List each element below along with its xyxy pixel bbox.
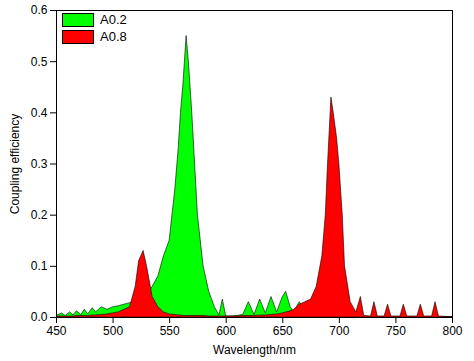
svg-text:600: 600 bbox=[216, 324, 236, 338]
svg-text:450: 450 bbox=[46, 324, 66, 338]
svg-text:500: 500 bbox=[103, 324, 123, 338]
svg-text:0.2: 0.2 bbox=[31, 208, 48, 222]
svg-text:0.6: 0.6 bbox=[31, 3, 48, 17]
svg-text:0.0: 0.0 bbox=[31, 310, 48, 324]
svg-text:Coupling efficiency: Coupling efficiency bbox=[8, 114, 22, 215]
svg-text:0.1: 0.1 bbox=[31, 259, 48, 273]
svg-text:800: 800 bbox=[442, 324, 462, 338]
svg-text:750: 750 bbox=[386, 324, 406, 338]
svg-text:0.3: 0.3 bbox=[31, 157, 48, 171]
svg-text:Wavelength/nm: Wavelength/nm bbox=[213, 343, 296, 357]
svg-text:650: 650 bbox=[273, 324, 293, 338]
html-text:A0.2: A0.2 bbox=[100, 12, 127, 27]
svg-text:550: 550 bbox=[160, 324, 180, 338]
html-text:A0.8: A0.8 bbox=[100, 29, 127, 44]
svg-text:700: 700 bbox=[329, 324, 349, 338]
svg-text:0.5: 0.5 bbox=[31, 55, 48, 69]
svg-text:0.4: 0.4 bbox=[31, 106, 48, 120]
